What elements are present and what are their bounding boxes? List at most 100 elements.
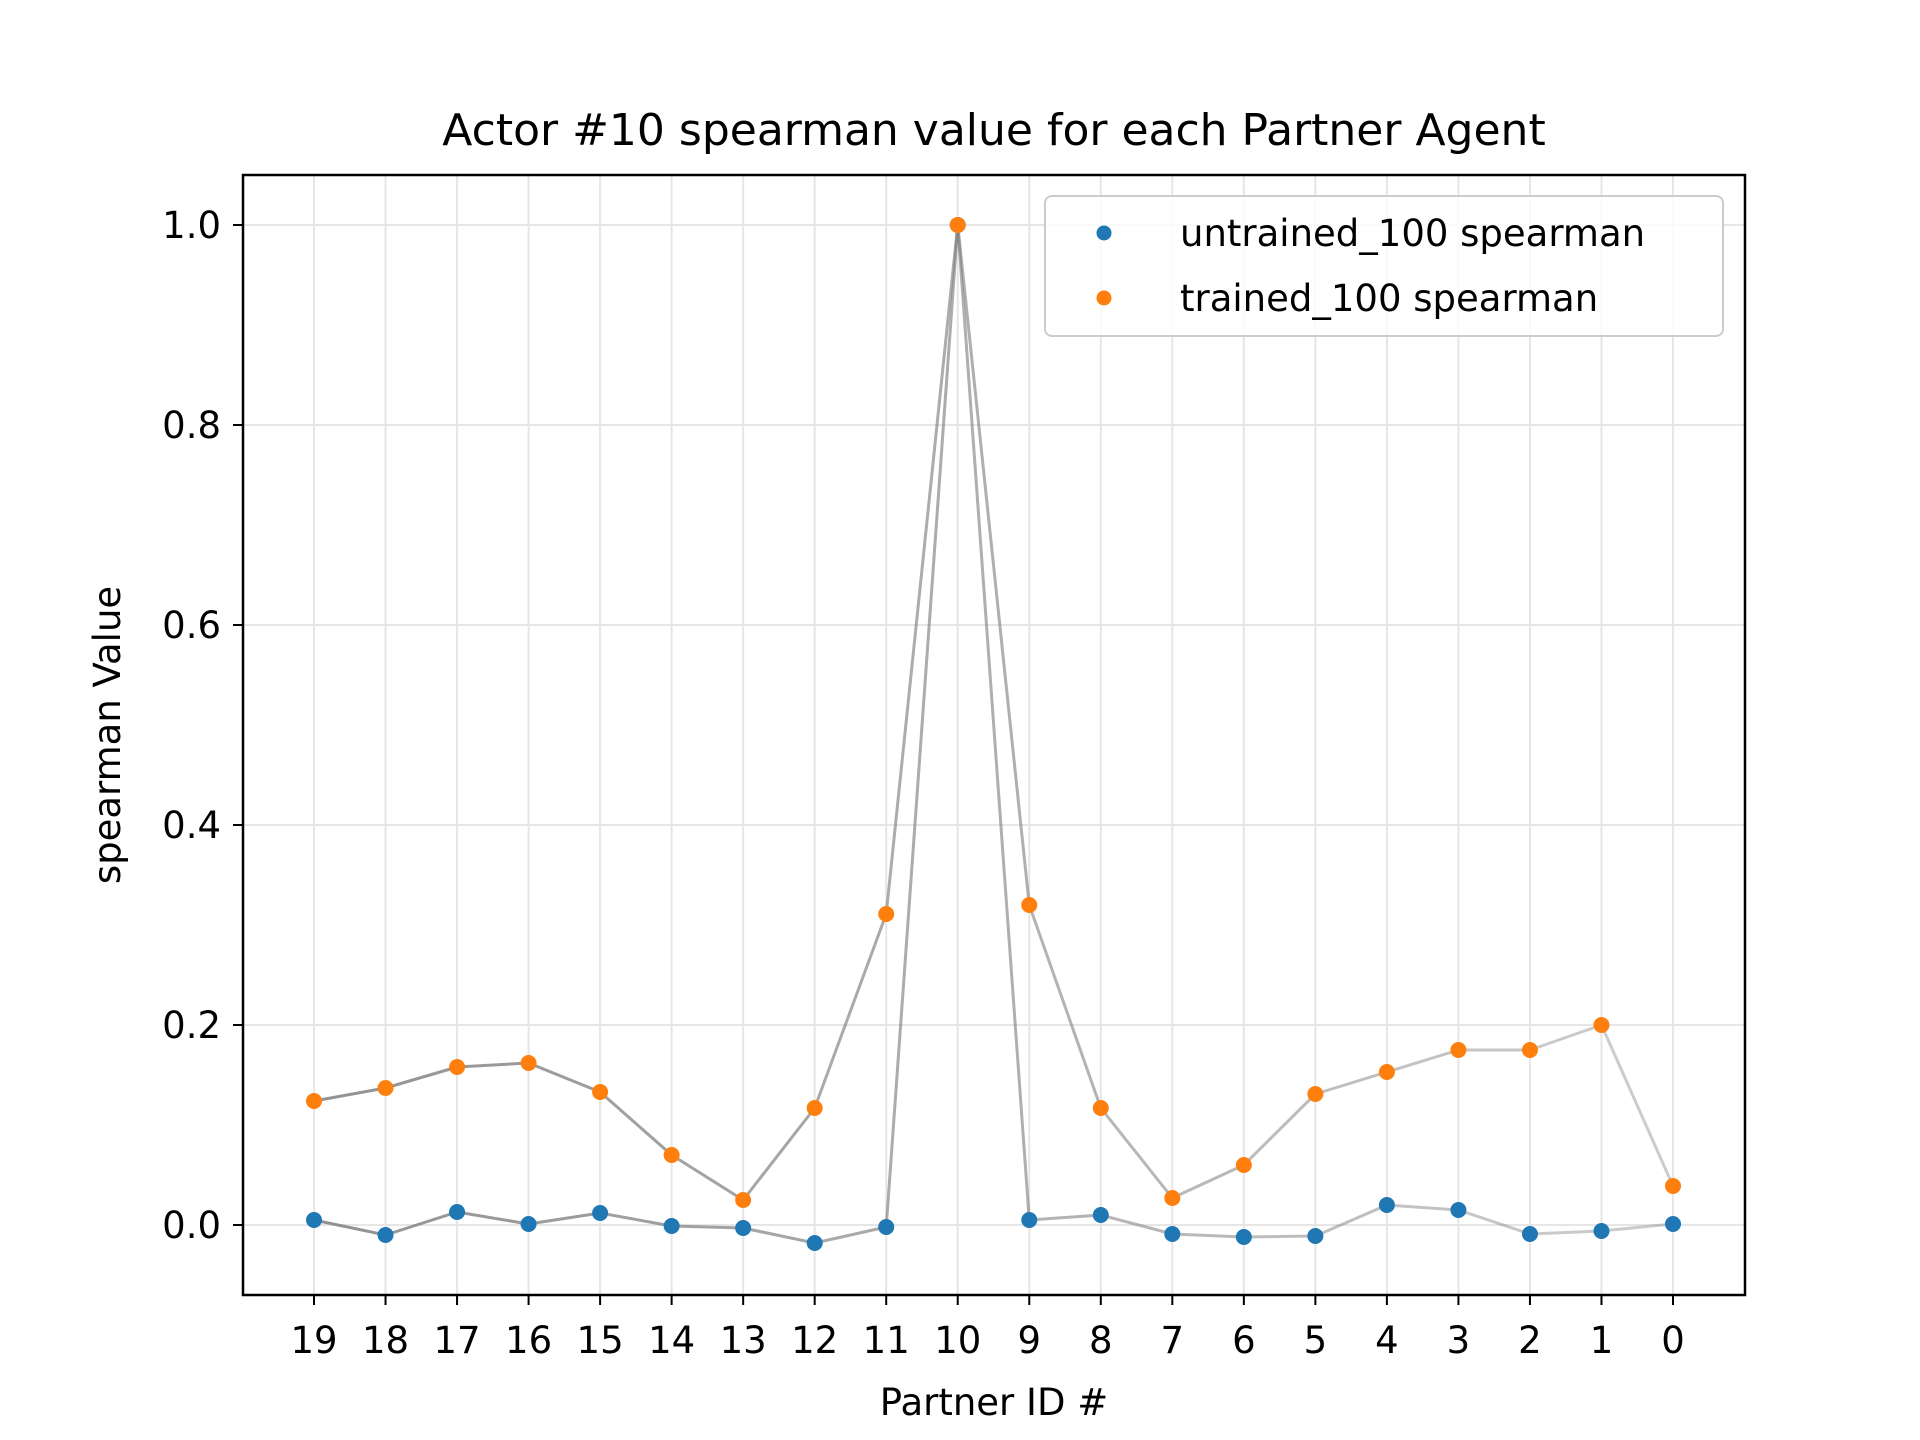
trained-point: [1092, 1100, 1109, 1116]
trained-point: [878, 906, 895, 922]
connector-segment-0: [1457, 1208, 1531, 1236]
y-axis-ticks: 0.0 0.2 0.4 0.6 0.8 1.0: [162, 204, 243, 1247]
y-tick-label: 0.0: [162, 1204, 221, 1247]
connector-segment-1: [1027, 904, 1103, 1109]
x-tick-label: 8: [1089, 1319, 1113, 1362]
untrained-point: [520, 1216, 537, 1232]
chart-title: Actor #10 spearman value for each Partne…: [442, 105, 1545, 156]
legend-marker-untrained: [1096, 225, 1112, 241]
untrained-point: [1450, 1202, 1467, 1218]
connector-segment-0: [313, 1218, 386, 1237]
connector-segment-1: [670, 1153, 744, 1202]
connector-segment-0: [1386, 1203, 1459, 1212]
connector-segment-1: [884, 224, 960, 915]
y-tick-label: 1.0: [162, 204, 221, 247]
connector-segment-0: [1243, 1234, 1316, 1239]
x-tick-label: 1: [1590, 1319, 1614, 1362]
connector-segment-1: [1386, 1048, 1459, 1074]
data-points: [306, 217, 1681, 1251]
legend: untrained_100 spearman trained_100 spear…: [1044, 195, 1724, 337]
connector-segment-1: [1600, 1024, 1675, 1187]
trained-point: [1378, 1064, 1395, 1080]
legend-label-trained: trained_100 spearman: [1180, 277, 1598, 320]
connector-segment-0: [1100, 1213, 1173, 1236]
x-tick-label: 0: [1661, 1319, 1685, 1362]
trained-point: [806, 1100, 823, 1116]
connector-segment-1: [1099, 1107, 1174, 1199]
legend-marker-trained: [1096, 290, 1112, 306]
trained-point: [1021, 897, 1038, 913]
trained-point: [949, 217, 966, 233]
untrained-point: [1021, 1212, 1038, 1228]
connector-segment-0: [1529, 1229, 1602, 1236]
connector-segment-0: [1601, 1222, 1674, 1233]
untrained-point: [663, 1218, 680, 1234]
trained-point: [592, 1084, 609, 1100]
connector-segment-0: [1029, 1213, 1101, 1222]
connector-lines: [313, 224, 1675, 1245]
connector-segment-1: [956, 224, 1031, 906]
trained-point: [1665, 1178, 1681, 1194]
x-tick-label: 12: [791, 1319, 838, 1362]
untrained-point: [306, 1212, 322, 1228]
untrained-point: [735, 1220, 752, 1236]
connector-segment-1: [1529, 1023, 1602, 1052]
trained-point: [1450, 1042, 1467, 1058]
untrained-point: [878, 1219, 895, 1235]
x-tick-label: 13: [720, 1319, 767, 1362]
y-tick-label: 0.2: [162, 1004, 221, 1047]
x-tick-label: 7: [1161, 1319, 1185, 1362]
untrained-point: [1521, 1226, 1538, 1242]
connector-segment-1: [1242, 1092, 1317, 1167]
y-axis-label: spearman Value: [86, 586, 129, 884]
x-tick-label: 5: [1304, 1319, 1328, 1362]
connector-segment-0: [1172, 1232, 1244, 1239]
legend-box: [1044, 195, 1724, 337]
x-tick-label: 19: [290, 1319, 337, 1362]
connector-segment-1: [385, 1065, 458, 1090]
x-axis-ticks: 19 18 17 16 15 14 13 12 11 10 9 8 7 6 5 4 3 2 1 0: [290, 1295, 1685, 1362]
untrained-point: [377, 1227, 394, 1243]
x-tick-label: 9: [1017, 1319, 1041, 1362]
trained-point: [306, 1093, 322, 1109]
untrained-point: [1378, 1197, 1395, 1213]
x-tick-label: 6: [1232, 1319, 1256, 1362]
untrained-point: [1092, 1207, 1109, 1223]
untrained-point: [592, 1205, 609, 1221]
connector-segment-0: [599, 1211, 672, 1228]
connector-segment-0: [742, 1226, 815, 1245]
x-tick-label: 3: [1447, 1319, 1471, 1362]
x-tick-label: 18: [362, 1319, 409, 1362]
connector-segment-0: [671, 1224, 744, 1230]
untrained-point: [1235, 1229, 1252, 1245]
trained-point: [449, 1059, 466, 1075]
legend-label-untrained: untrained_100 spearman: [1180, 212, 1645, 255]
connector-segment-0: [814, 1225, 887, 1245]
x-tick-label: 4: [1375, 1319, 1399, 1362]
x-tick-label: 14: [648, 1319, 695, 1362]
trained-point: [1235, 1157, 1252, 1173]
connector-segment-0: [385, 1210, 458, 1237]
connector-segment-1: [528, 1061, 601, 1094]
connector-segment-1: [813, 913, 888, 1109]
y-tick-label: 0.8: [162, 404, 221, 447]
connector-segment-0: [528, 1211, 601, 1226]
trained-point: [1593, 1017, 1610, 1033]
trained-point: [377, 1080, 394, 1096]
untrained-point: [1665, 1216, 1681, 1232]
y-tick-label: 0.6: [162, 604, 221, 647]
trained-point: [1521, 1042, 1538, 1058]
trained-point: [735, 1192, 752, 1208]
untrained-point: [449, 1204, 466, 1220]
connector-segment-0: [884, 224, 960, 1228]
connector-segment-1: [741, 1107, 816, 1201]
untrained-point: [1307, 1228, 1324, 1244]
untrained-point: [1593, 1223, 1610, 1239]
plot-frame: [241, 173, 1747, 1297]
trained-point: [1307, 1086, 1324, 1102]
connector-segment-0: [956, 224, 1031, 1221]
untrained-point: [806, 1235, 823, 1251]
y-tick-label: 0.4: [162, 804, 221, 847]
connector-segment-1: [456, 1061, 529, 1069]
